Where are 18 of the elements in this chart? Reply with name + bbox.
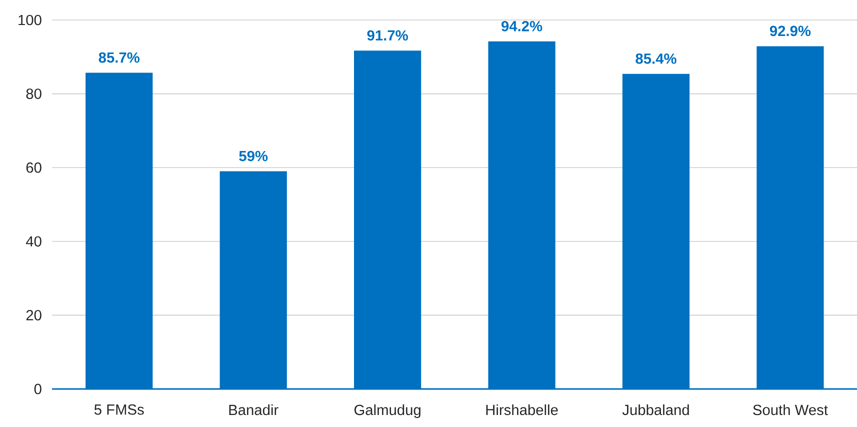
- y-tick-label: 80: [26, 88, 42, 99]
- y-tick-label: 20: [26, 310, 42, 320]
- data-label: 85.4%: [636, 53, 676, 64]
- data-label: 85.7%: [98, 52, 140, 63]
- y-tick-label: 60: [26, 162, 42, 173]
- data-label: 91.7%: [367, 30, 408, 41]
- data-label: 94.2%: [501, 20, 542, 32]
- x-tick-label: 5 FMSs: [94, 404, 144, 415]
- y-tick-label: 100: [18, 14, 42, 26]
- x-tick-label: South West: [753, 404, 828, 416]
- y-tick-label: 0: [34, 384, 42, 394]
- x-tick-label: Hirshabelle: [486, 404, 558, 416]
- y-tick-label: 40: [26, 236, 42, 247]
- x-tick-label: Banadir: [229, 404, 278, 416]
- data-label: 59%: [239, 150, 268, 162]
- data-label: 92.9%: [770, 26, 811, 36]
- x-tick-label: Galmudug: [354, 404, 420, 418]
- x-tick-label: Jubbaland: [622, 404, 689, 416]
